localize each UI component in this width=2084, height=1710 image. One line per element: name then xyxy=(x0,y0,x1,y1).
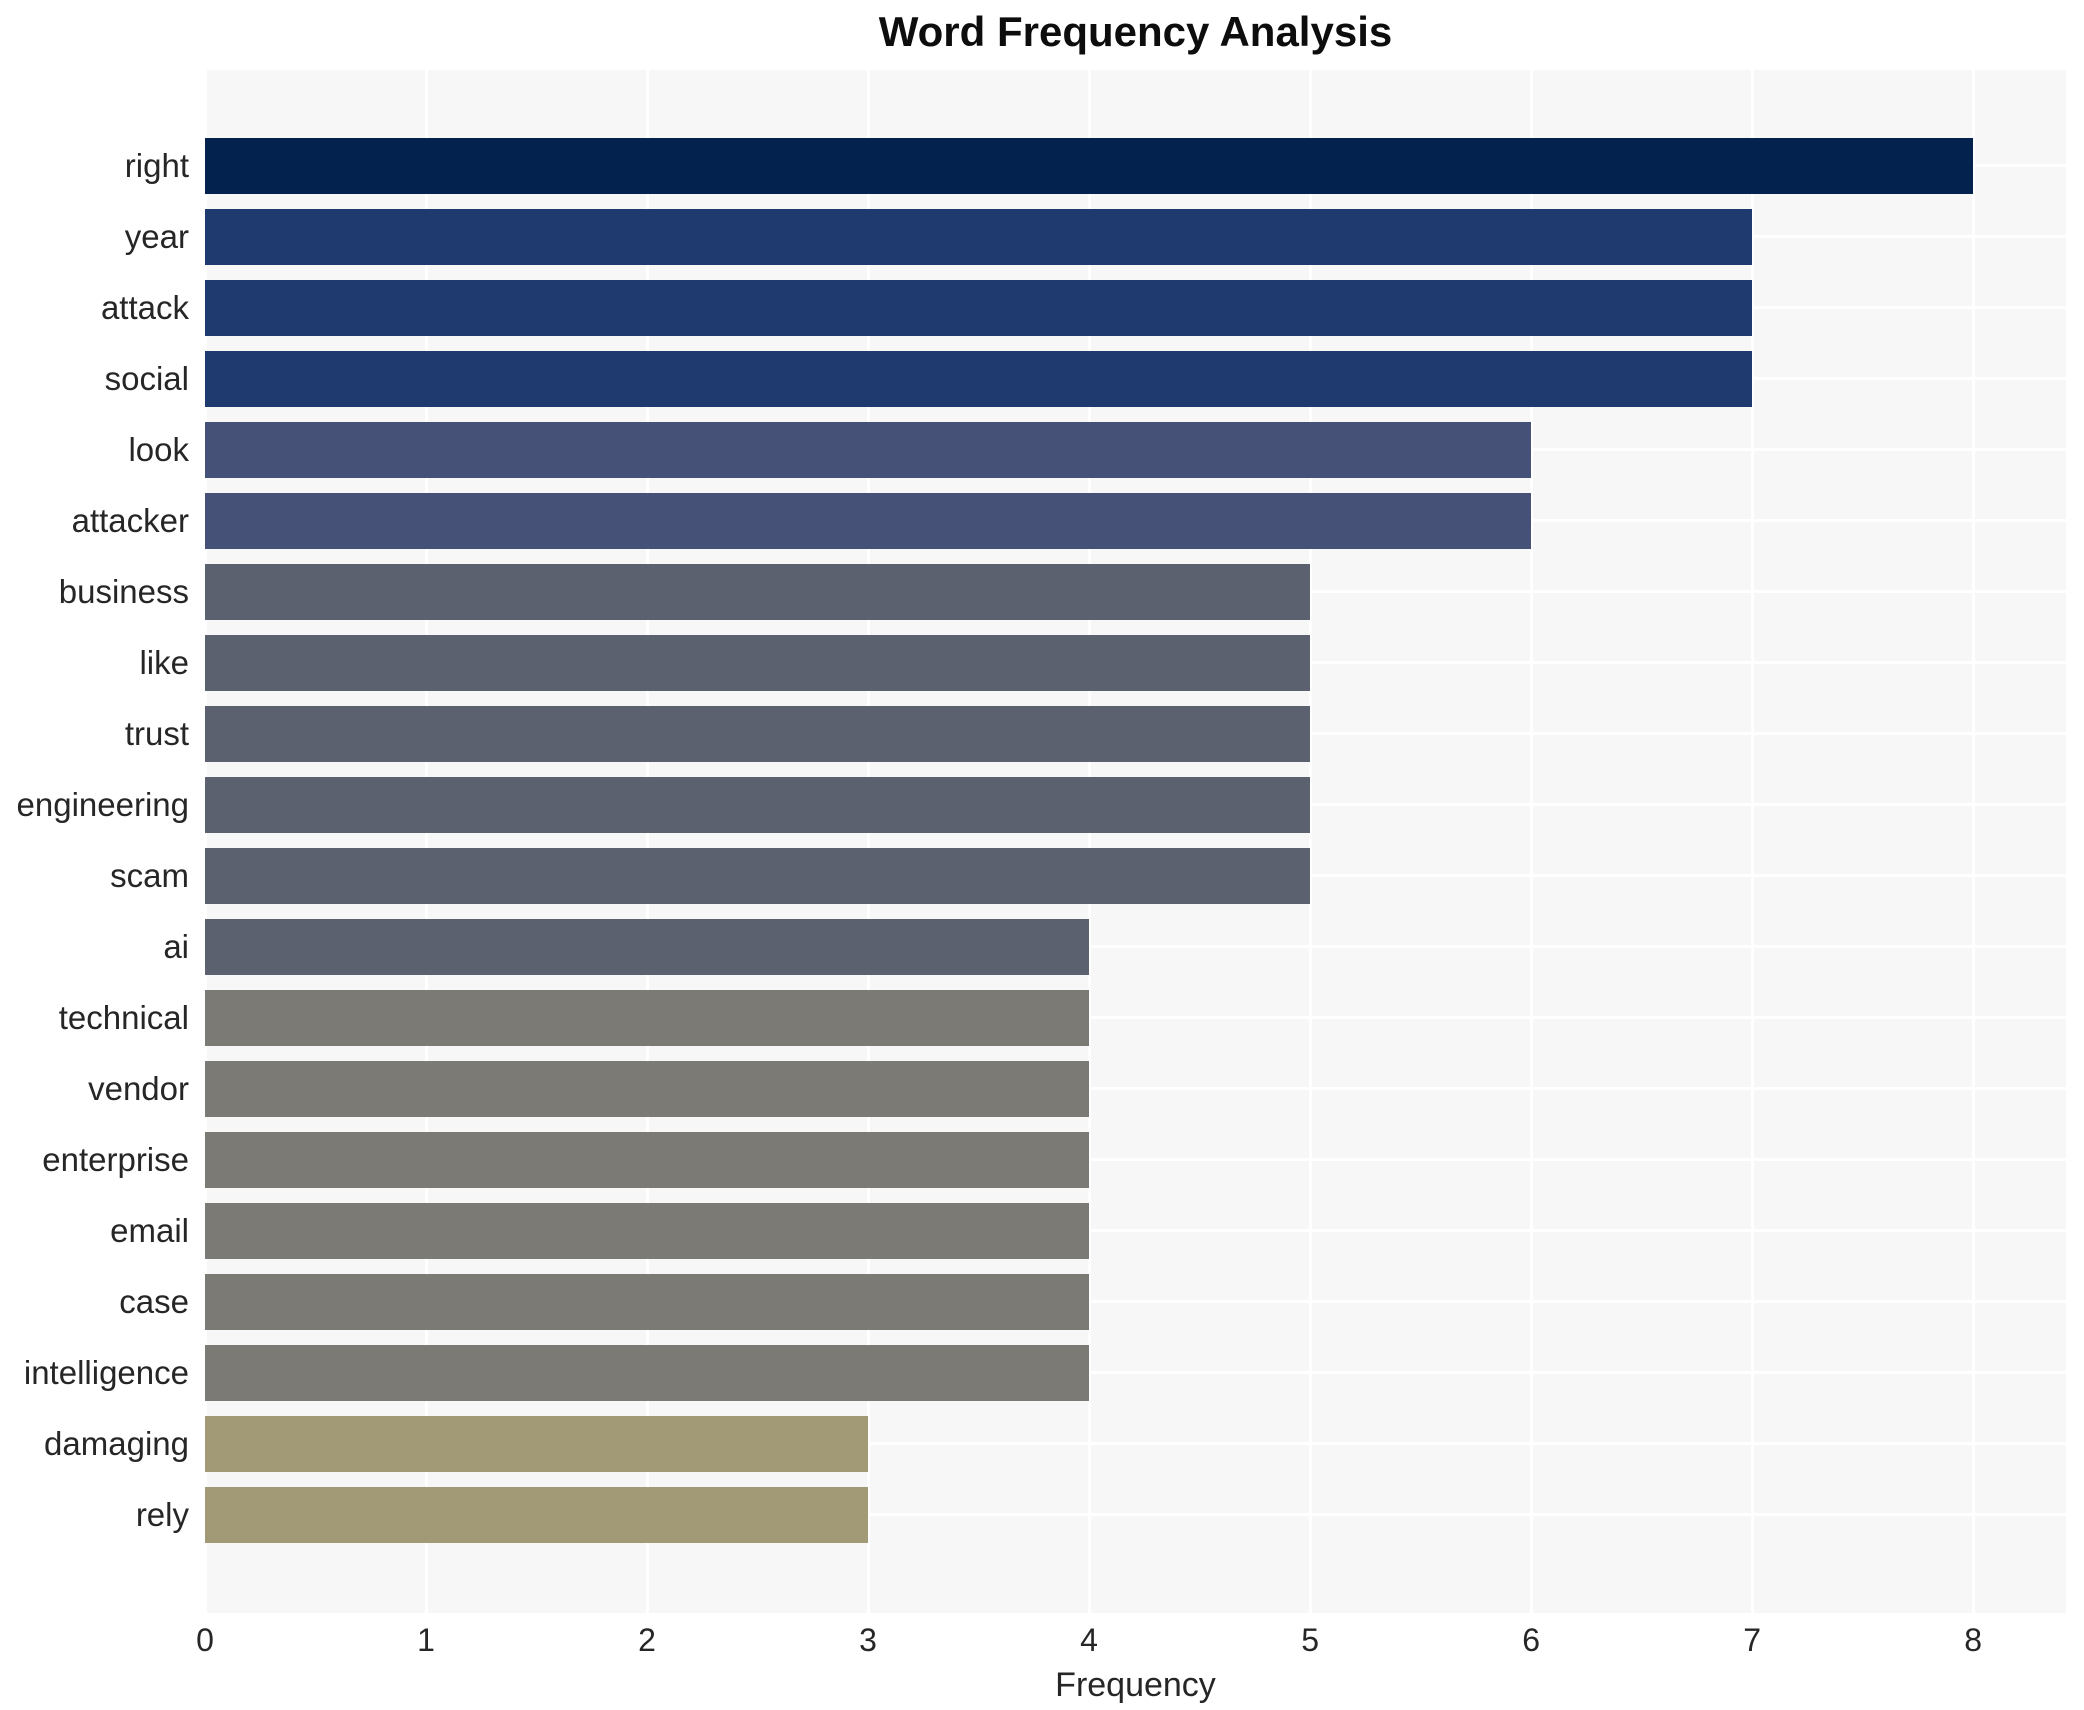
bar-row: social xyxy=(105,343,2066,414)
category-label: social xyxy=(104,359,189,397)
bar-row: enterprise xyxy=(42,1124,2066,1195)
x-tick-label: 1 xyxy=(417,1622,435,1658)
category-label: damaging xyxy=(44,1424,189,1462)
frequency-bar xyxy=(205,918,1090,975)
category-label: look xyxy=(128,430,189,468)
chart-title: Word Frequency Analysis xyxy=(878,8,1393,55)
category-label: vendor xyxy=(88,1069,189,1107)
y-gridline xyxy=(205,1087,2066,1090)
bar-row: attacker xyxy=(72,485,2066,556)
bar-row: engineering xyxy=(17,769,2066,840)
x-gridline xyxy=(203,70,207,1613)
bar-row: email xyxy=(110,1195,2066,1266)
category-label: right xyxy=(124,146,189,184)
bar-row: vendor xyxy=(88,1053,2066,1124)
frequency-bar xyxy=(205,137,1974,194)
frequency-bar xyxy=(205,1344,1090,1401)
bar-row: right xyxy=(125,130,2066,201)
bar-row: case xyxy=(119,1266,2066,1337)
x-gridline xyxy=(1750,70,1754,1613)
frequency-bar xyxy=(205,492,1532,549)
y-gridline xyxy=(205,1229,2066,1232)
frequency-bar xyxy=(205,705,1311,762)
category-label: scam xyxy=(110,856,189,894)
y-gridline xyxy=(205,1442,2066,1445)
category-label: like xyxy=(139,643,189,681)
frequency-bar xyxy=(205,1415,869,1472)
x-gridline xyxy=(1308,70,1312,1613)
frequency-bar xyxy=(205,847,1311,904)
frequency-bar xyxy=(205,563,1311,620)
frequency-bar xyxy=(205,1486,869,1543)
category-label: case xyxy=(119,1282,189,1320)
frequency-bar xyxy=(205,208,1753,265)
y-gridline xyxy=(205,1016,2066,1019)
category-label: technical xyxy=(58,998,189,1036)
x-gridline xyxy=(1971,70,1975,1613)
category-label: trust xyxy=(124,714,189,752)
x-gridline xyxy=(645,70,649,1613)
bar-row: trust xyxy=(125,698,2066,769)
category-label: ai xyxy=(163,927,189,965)
x-gridline xyxy=(1529,70,1533,1613)
bar-rows-container: right year attack social look attacker busines… xyxy=(17,130,2066,1550)
x-tick-label: 4 xyxy=(1080,1622,1098,1658)
frequency-bar xyxy=(205,634,1311,691)
bar-row: damaging xyxy=(44,1408,2066,1479)
bar-row: scam xyxy=(110,840,2066,911)
frequency-bar xyxy=(205,776,1311,833)
x-tick-label: 0 xyxy=(196,1622,214,1658)
frequency-bar xyxy=(205,1131,1090,1188)
bar-row: business xyxy=(59,556,2066,627)
category-label: attack xyxy=(100,288,189,326)
frequency-bar xyxy=(205,350,1753,407)
category-label: enterprise xyxy=(42,1140,189,1178)
frequency-bar xyxy=(205,1273,1090,1330)
y-gridline xyxy=(205,1513,2066,1516)
bar-row: ai xyxy=(163,911,2066,982)
category-label: year xyxy=(124,217,189,255)
bar-row: like xyxy=(139,627,2066,698)
x-tick-label: 7 xyxy=(1743,1622,1762,1658)
bar-row: rely xyxy=(136,1479,2066,1550)
frequency-bar xyxy=(205,1202,1090,1259)
y-gridline xyxy=(205,1300,2066,1303)
bar-row: attack xyxy=(101,272,2066,343)
frequency-bar xyxy=(205,989,1090,1046)
x-tick-label: 3 xyxy=(859,1622,877,1658)
x-tick-label: 5 xyxy=(1301,1622,1319,1658)
category-label: rely xyxy=(135,1495,189,1533)
frequency-bar xyxy=(205,1060,1090,1117)
x-gridline xyxy=(424,70,428,1613)
frequency-bar xyxy=(205,421,1532,478)
x-tick-label: 8 xyxy=(1964,1622,1983,1658)
plot-area: right year attack social look attacker busines… xyxy=(17,70,2066,1613)
y-gridline xyxy=(205,1371,2066,1374)
category-label: attacker xyxy=(71,501,189,539)
x-gridline xyxy=(866,70,870,1613)
bar-row: intelligence xyxy=(24,1337,2066,1408)
y-gridline xyxy=(205,1158,2066,1161)
category-label: business xyxy=(58,572,189,610)
category-label: intelligence xyxy=(23,1353,189,1391)
bar-row: year xyxy=(125,201,2066,272)
frequency-bar xyxy=(205,279,1753,336)
x-tick-label: 6 xyxy=(1522,1622,1541,1658)
category-label: engineering xyxy=(16,785,189,823)
x-tick-label: 2 xyxy=(638,1622,656,1658)
x-axis: 0 1 2 3 4 5 6 7 8 xyxy=(196,1622,2066,1666)
x-gridline xyxy=(1087,70,1091,1613)
bar-row: technical xyxy=(59,982,2066,1053)
bar-row: look xyxy=(128,414,2066,485)
y-gridline xyxy=(205,945,2066,948)
x-axis-label: Frequency xyxy=(1055,1666,1216,1704)
category-label: email xyxy=(110,1211,189,1249)
